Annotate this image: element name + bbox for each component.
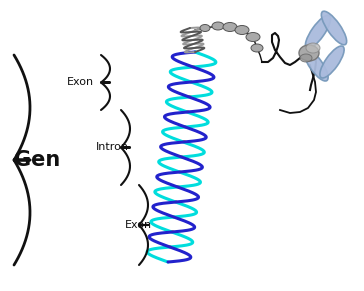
Ellipse shape (246, 33, 260, 42)
Ellipse shape (304, 49, 328, 81)
Ellipse shape (306, 43, 320, 53)
Ellipse shape (299, 45, 319, 61)
Text: Exon: Exon (67, 77, 94, 87)
Ellipse shape (305, 15, 331, 49)
Ellipse shape (321, 11, 347, 45)
Ellipse shape (251, 44, 263, 52)
Ellipse shape (200, 24, 210, 31)
Ellipse shape (235, 26, 249, 35)
Text: Intron: Intron (95, 142, 128, 152)
Ellipse shape (300, 54, 312, 62)
Ellipse shape (223, 22, 237, 31)
Ellipse shape (320, 46, 344, 78)
Text: Gen: Gen (14, 150, 60, 170)
Text: Exon: Exon (124, 220, 151, 230)
Ellipse shape (212, 22, 224, 30)
